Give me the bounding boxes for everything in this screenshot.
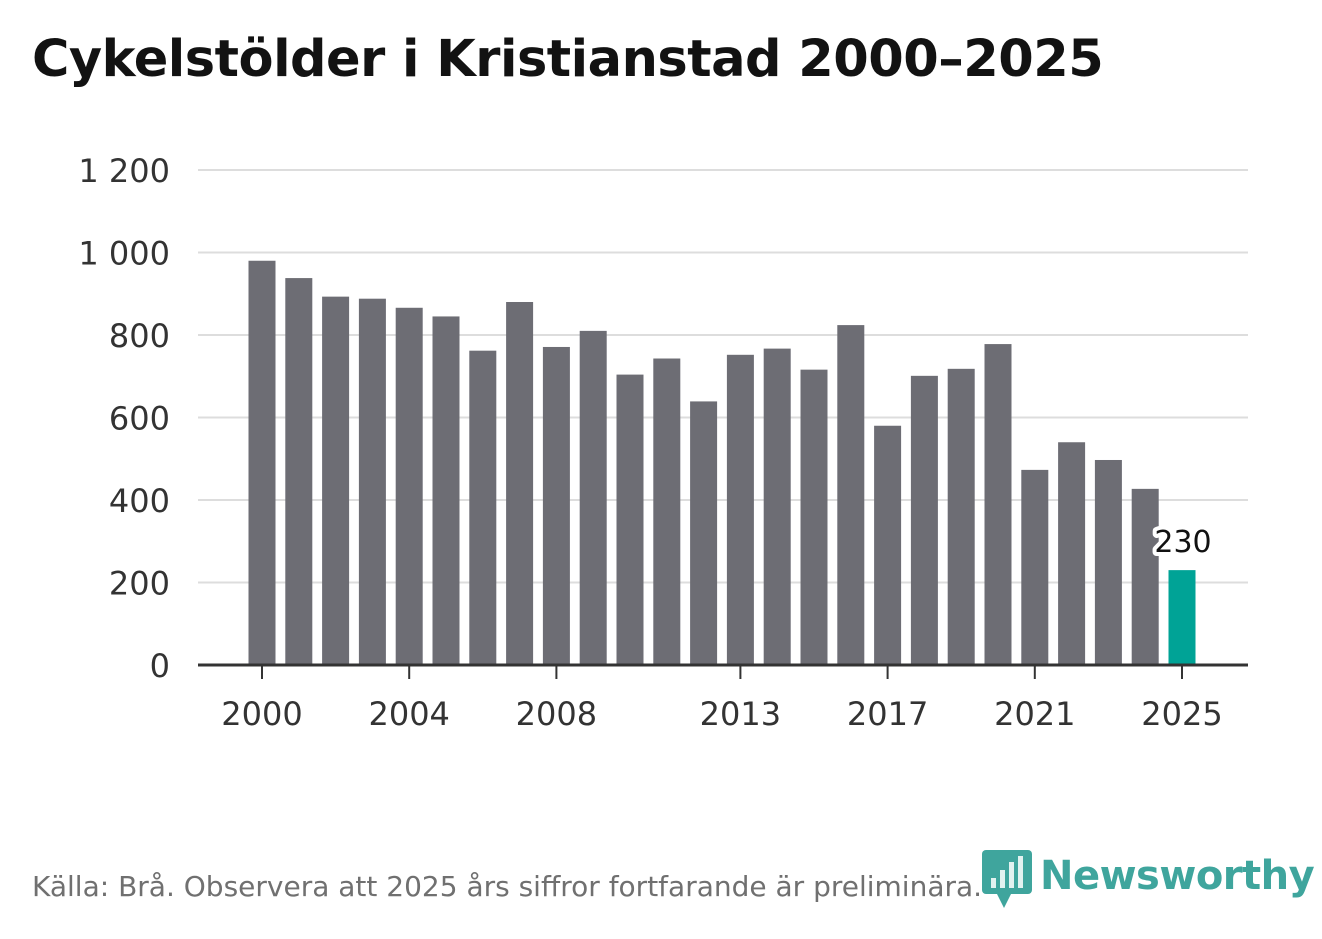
x-tick-label: 2013: [700, 695, 781, 733]
y-tick-label: 400: [109, 482, 170, 520]
bar-2016[interactable]: [837, 325, 865, 665]
newsworthy-logo-icon: [982, 850, 1032, 908]
y-tick-label: 200: [109, 565, 170, 603]
x-tick-label: 2004: [368, 695, 449, 733]
bar-2010[interactable]: [616, 374, 644, 665]
bar-2021[interactable]: [1021, 469, 1049, 665]
bar-2015[interactable]: [800, 369, 828, 665]
x-tick-label: 2025: [1141, 695, 1222, 733]
x-axis-labels: 2000 2004 2008 2013 2017 2021 2025: [221, 665, 1223, 733]
y-tick-label: 0: [150, 647, 170, 685]
bar-2012[interactable]: [690, 401, 718, 665]
bar-2023[interactable]: [1094, 459, 1122, 665]
y-tick-label: 1 200: [78, 152, 170, 190]
bar-2008[interactable]: [542, 346, 570, 665]
x-tick-label: 2008: [516, 695, 597, 733]
x-tick-label: 2017: [847, 695, 928, 733]
bar-2013[interactable]: [726, 354, 754, 665]
bars: [248, 260, 1196, 665]
bar-2018[interactable]: [910, 375, 938, 665]
newsworthy-logo[interactable]: Newsworthy: [982, 848, 1315, 910]
bar-2003[interactable]: [358, 298, 386, 665]
bar-2019[interactable]: [947, 368, 975, 665]
bar-2007[interactable]: [506, 302, 534, 665]
y-axis-labels: 0 200 400 600 800 1 000 1 200: [78, 152, 170, 685]
brand-name: Newsworthy: [1040, 853, 1315, 899]
bar-2024[interactable]: [1131, 488, 1159, 665]
grid-lines: [198, 169, 1248, 584]
y-tick-label: 600: [109, 400, 170, 438]
bar-2000[interactable]: [248, 260, 276, 665]
bar-2020[interactable]: [984, 344, 1012, 665]
source-note: Källa: Brå. Observera att 2025 års siffr…: [32, 870, 983, 903]
bar-2006[interactable]: [469, 350, 497, 665]
data-label-halo: 230: [1154, 525, 1211, 560]
bar-2009[interactable]: [579, 330, 607, 665]
x-tick-label: 2000: [221, 695, 302, 733]
bar-2022[interactable]: [1058, 442, 1086, 665]
x-tick-label: 2021: [994, 695, 1075, 733]
bar-2002[interactable]: [322, 296, 350, 665]
bar-2004[interactable]: [395, 307, 423, 665]
y-tick-label: 800: [109, 317, 170, 355]
bar-2001[interactable]: [285, 278, 313, 665]
bar-2017[interactable]: [874, 425, 902, 665]
bar-2011[interactable]: [653, 358, 681, 665]
chart-title: Cykelstölder i Kristianstad 2000–2025: [32, 30, 1104, 89]
bar-2025[interactable]: [1168, 570, 1196, 665]
bar-2014[interactable]: [763, 348, 791, 665]
data-label-2025: 230: [1154, 525, 1211, 560]
bar-2005[interactable]: [432, 316, 460, 665]
y-tick-label: 1 000: [78, 235, 170, 273]
